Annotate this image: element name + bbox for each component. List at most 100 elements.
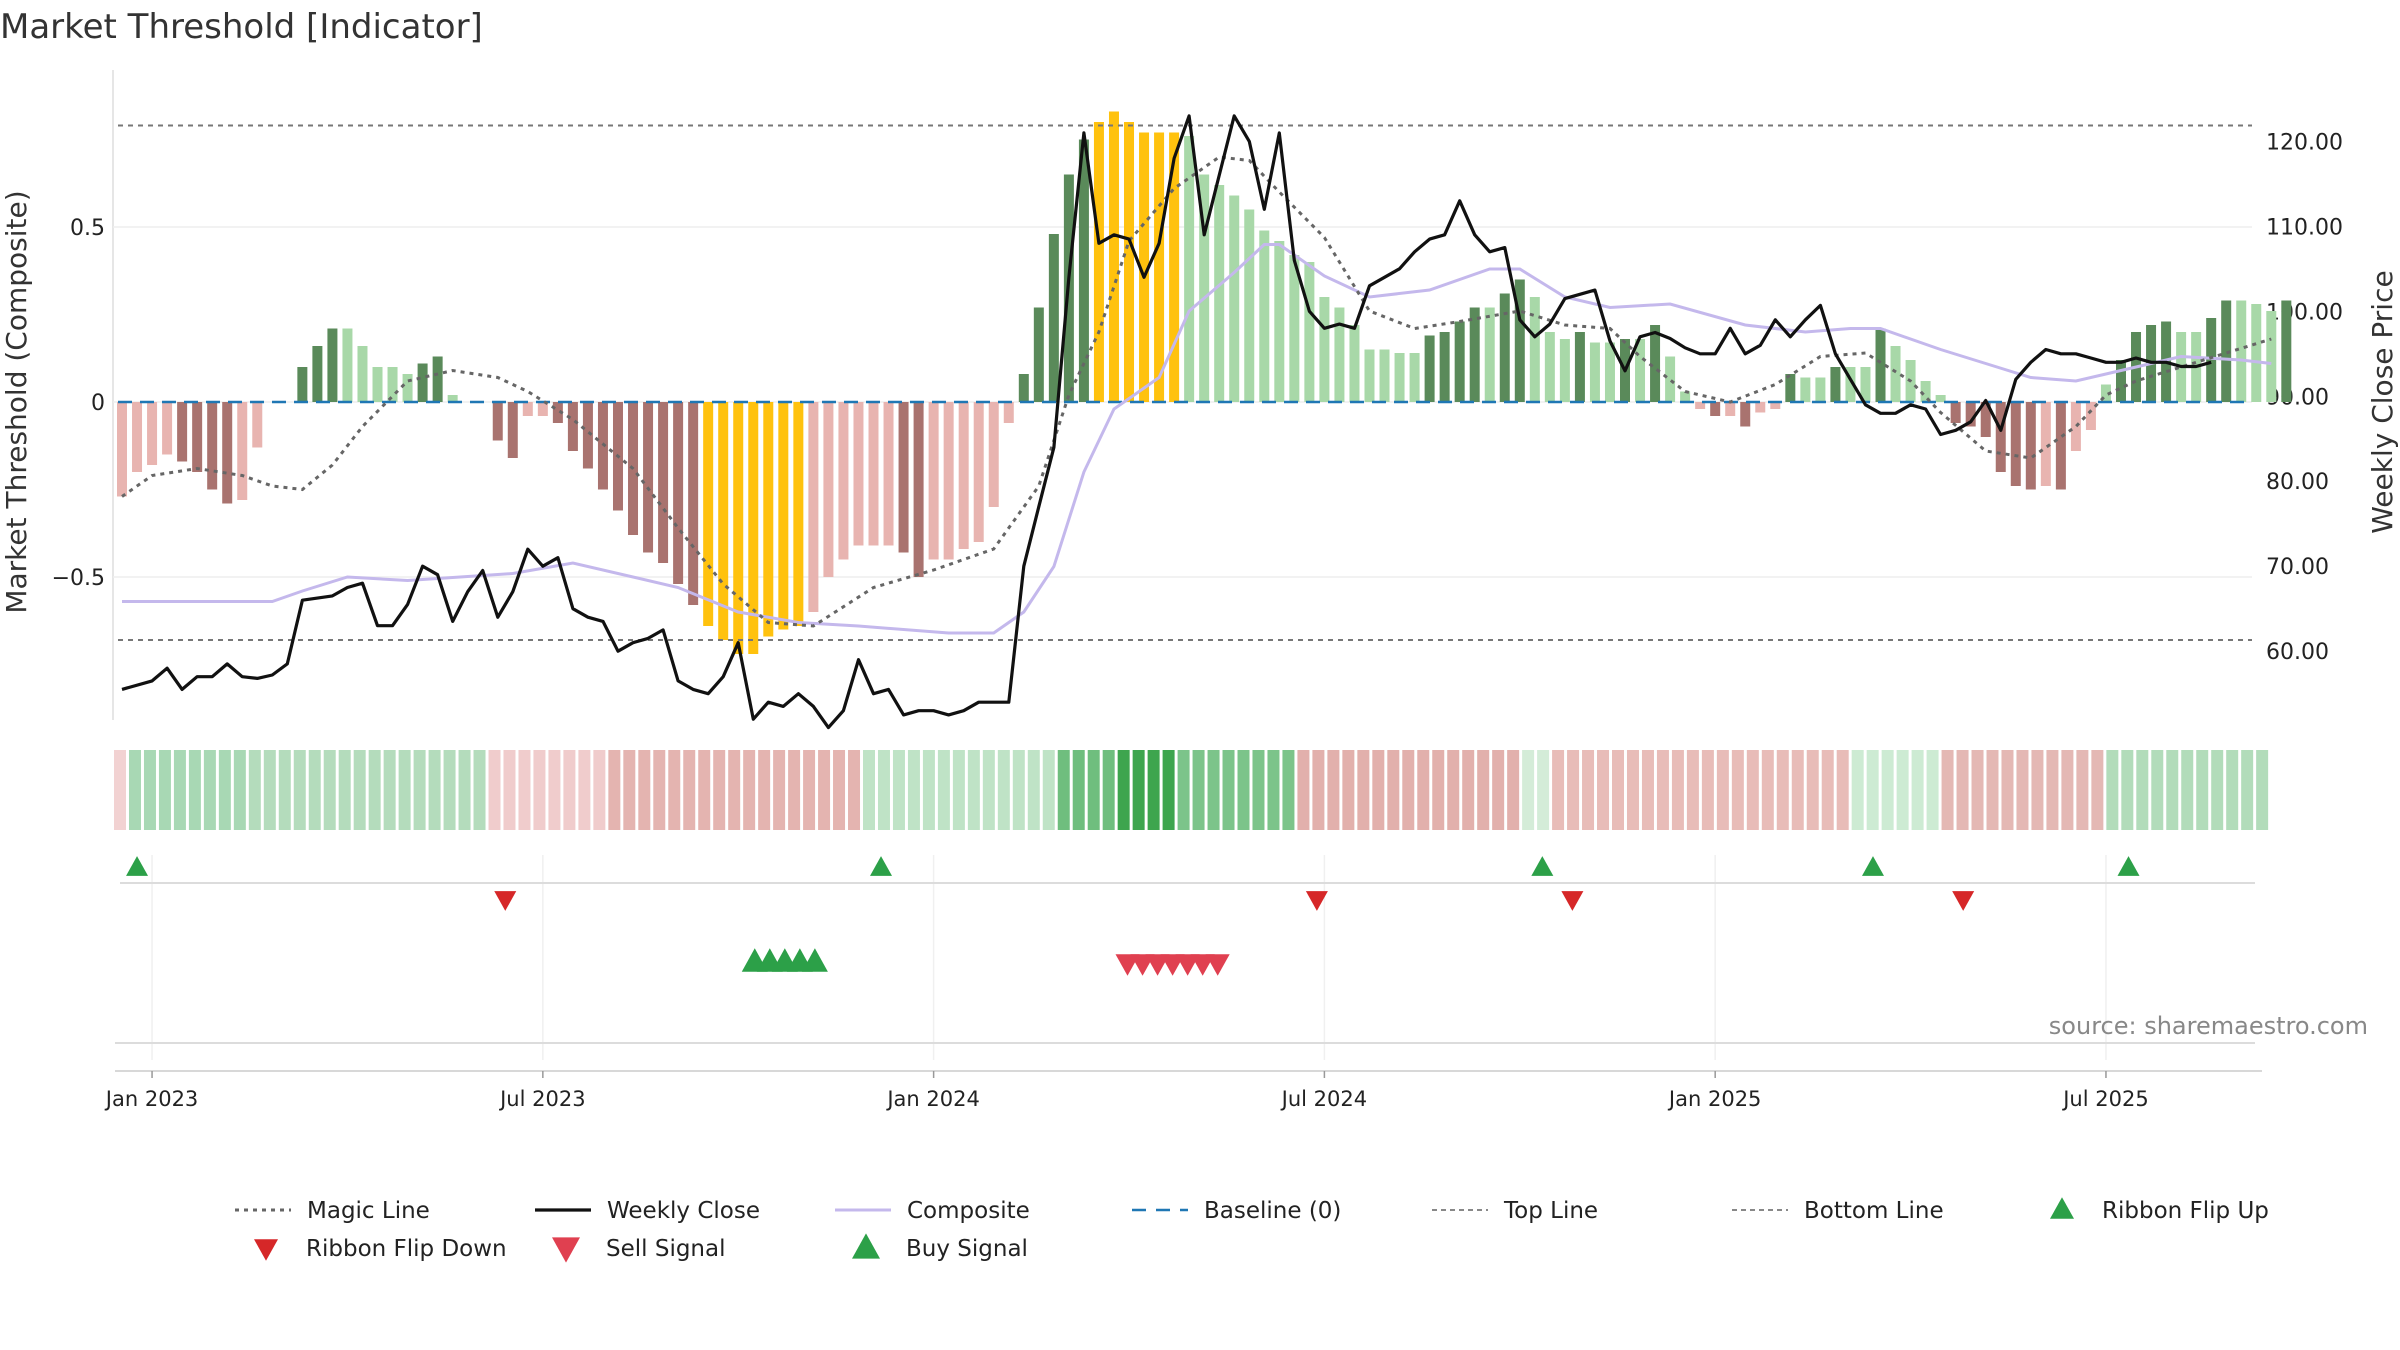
legend-swatch-flipup [2050,1197,2074,1219]
histogram-bar [1454,321,1465,402]
histogram-bar [1229,195,1240,402]
histogram-bar [1650,325,1661,402]
ribbon-segment [892,750,905,830]
ribbon-segment [593,750,606,830]
ribbon-flip-down-marker [1305,891,1328,911]
ribbon-segment [428,750,441,830]
x-tick-label: Jan 2023 [104,1087,199,1111]
histogram-bar [1920,381,1931,402]
histogram-bar [1875,328,1886,402]
y-right-axis-label: Weekly Close Price [2366,270,2399,533]
ribbon-segment [1462,750,1475,830]
histogram-bar [507,402,518,458]
histogram-bar [673,402,684,584]
legend-label: Ribbon Flip Down [306,1236,507,1262]
histogram-bar [1785,374,1796,402]
ribbon-segment [1192,750,1205,830]
histogram-bar [1078,139,1089,402]
histogram-bar [1740,402,1751,427]
source-label: source: sharemaestro.com [2049,1012,2368,1040]
ribbon-segment [1282,750,1295,830]
ribbon-segment [2031,750,2044,830]
ribbon-flip-up-marker [1861,856,1884,876]
ribbon-segment [2076,750,2089,830]
histogram-bar [1665,356,1676,402]
ribbon-segment [997,750,1010,830]
ribbon-segment [533,750,546,830]
histogram-bar [447,395,458,402]
legend-label: Baseline (0) [1204,1198,1341,1224]
ribbon-segment [1057,750,1070,830]
ribbon-segment [263,750,276,830]
ribbon-segment [203,750,216,830]
histogram-bar [1319,297,1330,402]
ribbon-segment [308,750,321,830]
histogram-bar [1830,367,1841,402]
ribbon-segment [473,750,486,830]
ribbon-segment [1327,750,1340,830]
y-left-tick-label: 0 [91,391,105,416]
ribbon-segment [1147,750,1160,830]
histogram-bar [432,356,443,402]
histogram-bar [2085,402,2096,430]
ribbon-segment [877,750,890,830]
ribbon-segment [863,750,875,830]
sell-signal-marker [1130,954,1155,976]
histogram-bar [1289,255,1300,402]
ribbon-segment [1252,750,1265,830]
histogram-bar [2236,300,2247,402]
legend-label: Sell Signal [606,1236,726,1262]
ribbon-segment [1866,750,1879,830]
histogram-bar [1259,230,1270,402]
ribbon-segment [2136,750,2149,830]
histogram-bar [1950,402,1961,423]
histogram-bar [357,346,368,402]
histogram-bar [567,402,578,451]
histogram-bar [1680,391,1691,402]
ribbon-segment [143,750,156,830]
ribbon-segment [1567,750,1580,830]
ribbon-segment [1387,750,1400,830]
histogram-bar [1184,136,1195,402]
histogram-bar [793,402,804,626]
histogram-bar [898,402,909,553]
histogram-bar [658,402,669,563]
x-tick-label: Jan 2025 [1667,1087,1762,1111]
legend-label: Ribbon Flip Up [2102,1198,2269,1224]
histogram-bar [2040,402,2051,486]
ribbon-segment [1971,750,1984,830]
sell-signal-marker [1190,954,1215,976]
histogram-bar [1710,402,1721,416]
ribbon-segment [1552,750,1565,830]
ribbon-segment [1237,750,1250,830]
histogram-bar [372,367,383,402]
ribbon-segment [2151,750,2164,830]
y-right-tick-label: 60.00 [2266,640,2329,665]
y-right-tick-label: 120.00 [2266,130,2343,155]
histogram-bar [1965,402,1976,427]
ribbon-segment [907,750,920,830]
histogram-bar [1890,346,1901,402]
histogram-bar [342,328,353,402]
ribbon-segment [2001,750,2014,830]
ribbon-segment [548,750,561,830]
ribbon-segment [982,750,995,830]
histogram-bar [297,367,308,402]
legend-swatch-sell [552,1237,580,1263]
ribbon-segment [188,750,201,830]
histogram-bar [2025,402,2036,490]
histogram-bar [1048,234,1059,402]
ribbon-segment [1087,750,1100,830]
ribbon-segment [1267,750,1280,830]
histogram-bar [973,402,984,542]
histogram-bar [1529,297,1540,402]
weekly-close-line [121,114,2212,730]
legend-swatch-flipdown [254,1239,278,1261]
ribbon-segment [698,750,711,830]
ribbon-segment [1492,750,1505,830]
ribbon-segment [1297,750,1310,830]
composite-line [122,243,2272,635]
ribbon-segment [1896,750,1909,830]
sell-signal-marker [1175,954,1200,976]
histogram-bar [1574,332,1585,402]
